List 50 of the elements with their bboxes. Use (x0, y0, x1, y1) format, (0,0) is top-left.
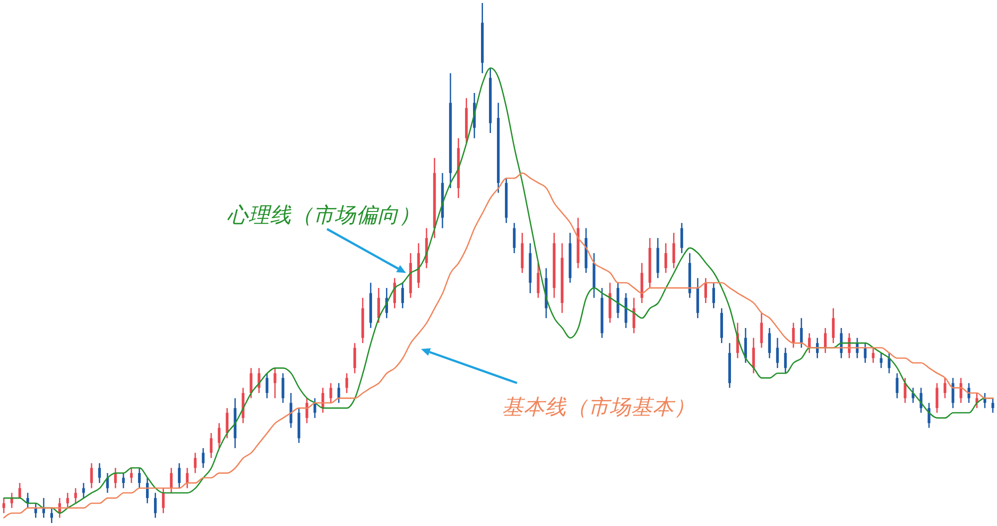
candlestick (952, 377, 954, 409)
candlestick (50, 507, 54, 523)
candlestick (680, 222, 684, 254)
candlestick (712, 282, 716, 309)
candlestick (752, 337, 755, 374)
series-label: 心理线（市场偏向） (227, 202, 420, 228)
candlestick (258, 367, 260, 394)
candlestick (130, 467, 133, 484)
candlestick (904, 377, 906, 404)
candlestick (512, 222, 516, 254)
candlestick (290, 392, 292, 428)
candlestick (178, 462, 181, 489)
candlestick (960, 377, 962, 404)
candlestick (98, 462, 101, 484)
candlestick (784, 347, 787, 374)
candlestick (138, 467, 141, 489)
candlestick (896, 372, 898, 399)
candlestick (632, 297, 636, 334)
candlestick (832, 308, 835, 344)
candlestick (536, 262, 540, 298)
candlestick (114, 467, 117, 489)
candlestick (944, 377, 946, 399)
candlestick (74, 488, 77, 504)
candlestick (274, 367, 276, 399)
candlestick (218, 422, 220, 449)
candlestick (282, 372, 284, 404)
candlestick (672, 232, 676, 269)
candlestick (768, 327, 771, 359)
candlestick (122, 472, 125, 489)
candlestick (194, 452, 197, 474)
candlestick (82, 482, 85, 499)
candlestick (2, 497, 6, 514)
candlestick (776, 337, 779, 369)
candlestick (266, 372, 268, 399)
candlestick (792, 322, 795, 348)
candlestick (401, 282, 404, 309)
candlestick (936, 382, 938, 414)
candlestick (880, 352, 883, 369)
candlestick (760, 312, 763, 348)
candlestick (90, 462, 93, 489)
candlestick (210, 432, 213, 459)
candlestick (744, 327, 747, 364)
text: 基本线（市场基本） (502, 394, 696, 420)
candlestick (664, 242, 668, 274)
candlestick (353, 342, 356, 374)
candlestick (250, 367, 252, 399)
candlestick (928, 402, 930, 428)
candlestick (154, 492, 157, 518)
candlestick (345, 372, 348, 394)
candlestick (106, 472, 109, 494)
